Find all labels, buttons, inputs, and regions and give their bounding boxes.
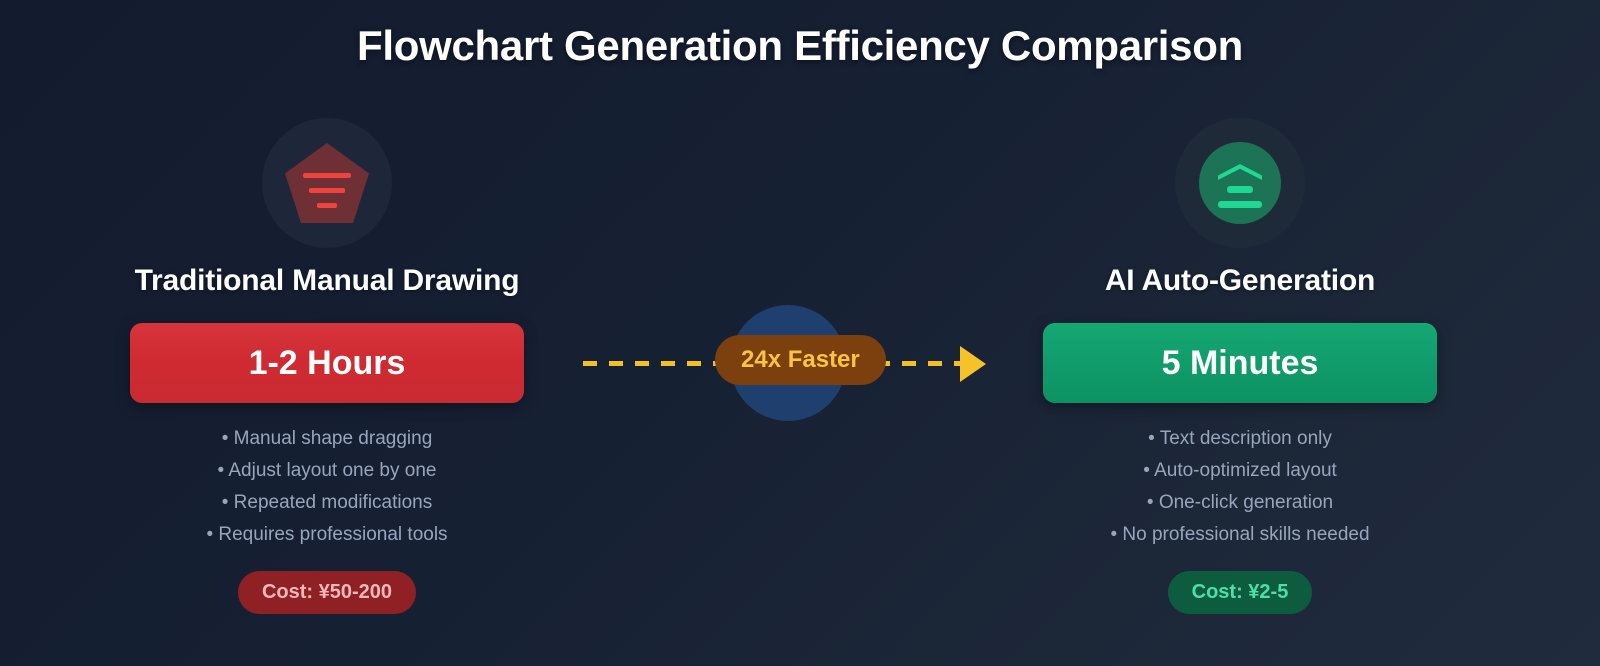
chevron-stack-circle-icon (1175, 118, 1305, 248)
feature-list-traditional: • Manual shape dragging • Adjust layout … (117, 423, 537, 551)
column-heading-ai: AI Auto-Generation (1104, 264, 1376, 297)
pentagon-line-1 (303, 173, 351, 178)
green-line-2 (1218, 201, 1262, 208)
cost-badge-ai: Cost: ¥2-5 (1167, 571, 1313, 614)
column-heading-traditional: Traditional Manual Drawing (134, 264, 520, 297)
comparison-column-traditional: Traditional Manual Drawing 1-2 Hours • M… (117, 118, 537, 614)
arrow-head-icon (960, 346, 986, 382)
pentagon-lines-icon (262, 118, 392, 248)
metric-badge-traditional: 1-2 Hours (130, 323, 524, 403)
feature-list-ai: • Text description only • Auto-optimized… (1030, 423, 1450, 551)
green-line-1 (1227, 186, 1253, 193)
green-circle-shape (1199, 142, 1281, 224)
list-item: • Repeated modifications (221, 492, 433, 513)
chevron-up-icon (1218, 164, 1262, 180)
cost-badge-traditional: Cost: ¥50-200 (237, 571, 417, 614)
list-item: • One-click generation (1146, 492, 1334, 513)
comparison-column-ai: AI Auto-Generation 5 Minutes • Text desc… (1030, 118, 1450, 614)
list-item: • No professional skills needed (1110, 524, 1370, 545)
speed-multiplier-badge: 24x Faster (715, 335, 886, 385)
list-item: • Requires professional tools (206, 524, 448, 545)
dashed-line-right (850, 361, 960, 366)
list-item: • Auto-optimized layout (1143, 460, 1337, 481)
list-item: • Text description only (1148, 428, 1332, 449)
list-item: • Manual shape dragging (221, 428, 433, 449)
cost-row-ai: Cost: ¥2-5 (1030, 551, 1450, 614)
dashed-line-left (583, 361, 723, 366)
page-title: Flowchart Generation Efficiency Comparis… (357, 22, 1243, 69)
connector-arrow: 24x Faster (560, 290, 1040, 440)
cost-row-traditional: Cost: ¥50-200 (117, 551, 537, 614)
pentagon-line-2 (309, 188, 345, 193)
list-item: • Adjust layout one by one (217, 460, 437, 481)
metric-badge-ai: 5 Minutes (1043, 323, 1437, 403)
pentagon-shape (285, 143, 369, 223)
pentagon-line-3 (317, 203, 337, 208)
